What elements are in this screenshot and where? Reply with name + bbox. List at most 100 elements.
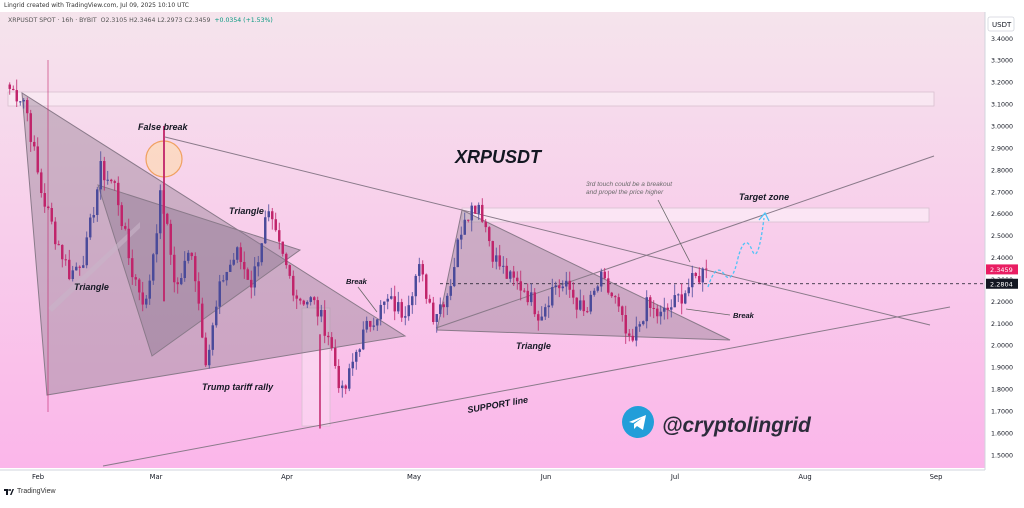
candle-body xyxy=(306,301,309,305)
candle-body xyxy=(260,243,263,263)
candle-body xyxy=(288,265,291,276)
candle-body xyxy=(421,264,424,275)
candle-body xyxy=(274,219,277,231)
candle-body xyxy=(397,302,400,312)
candle-body xyxy=(341,385,344,389)
symbol-name[interactable]: XRPUSDT SPOT · 16h · BYBIT xyxy=(8,17,97,24)
candle-body xyxy=(393,296,396,312)
candle-body xyxy=(155,233,158,255)
support-line xyxy=(102,306,951,467)
candle-body xyxy=(502,265,505,267)
y-tick-label: 1.6000 xyxy=(991,430,1013,437)
label-target-zone: Target zone xyxy=(739,192,789,202)
candle-body xyxy=(649,297,652,308)
y-tick-label: 1.7000 xyxy=(991,409,1013,416)
candle-body xyxy=(197,281,200,304)
candle-body xyxy=(586,311,589,313)
candle-body xyxy=(645,297,648,322)
candle-body xyxy=(320,309,323,317)
candle-body xyxy=(180,278,183,285)
current-price-label: 2.3459 xyxy=(990,266,1013,274)
candle-body xyxy=(369,320,372,327)
candle-body xyxy=(64,259,67,261)
y-tick-label: 2.0000 xyxy=(991,343,1013,350)
target-zone-box xyxy=(461,207,930,223)
candle-body xyxy=(523,290,526,292)
y-tick-label: 2.4000 xyxy=(991,255,1013,262)
candle-body xyxy=(50,208,53,222)
projection-arrowhead xyxy=(758,211,770,222)
candle-body xyxy=(390,296,393,299)
candle-body xyxy=(257,262,260,267)
candle-body xyxy=(351,361,354,369)
candle-body xyxy=(596,286,599,291)
candle-body xyxy=(372,325,375,327)
y-tick-label: 2.6000 xyxy=(991,211,1013,218)
candle-body xyxy=(635,326,638,341)
label-triangle-3: Triangle xyxy=(516,341,551,351)
y-tick-label: 1.5000 xyxy=(991,452,1013,459)
candle-body xyxy=(414,275,417,297)
telegram-plane-icon xyxy=(629,415,646,430)
tradingview-footer[interactable]: TradingView xyxy=(4,488,56,495)
candle-body xyxy=(271,211,274,220)
candle-body xyxy=(26,99,29,114)
ascending-trendline xyxy=(435,155,935,329)
candle-body xyxy=(400,302,403,318)
candle-body xyxy=(148,280,151,299)
candle-body xyxy=(131,258,134,278)
candle-body xyxy=(376,319,379,326)
candle-body xyxy=(449,286,452,296)
candle-body xyxy=(222,280,225,282)
candle-body xyxy=(57,244,60,246)
candle-body xyxy=(628,333,631,336)
triangle-right xyxy=(436,209,731,341)
y-tick-label: 3.3000 xyxy=(991,58,1013,65)
tradingview-logo-icon xyxy=(4,488,14,495)
candle-body xyxy=(663,307,666,312)
candle-body xyxy=(166,213,169,224)
candle-body xyxy=(110,179,113,182)
candle-body xyxy=(281,241,284,254)
candle-body xyxy=(537,314,540,321)
candle-body xyxy=(141,292,144,305)
y-tick-label: 2.8000 xyxy=(991,167,1013,174)
created-by-text: Lingrid created with TradingView.com, Ju… xyxy=(4,2,189,9)
candle-body xyxy=(516,277,519,282)
candle-body xyxy=(43,193,46,207)
candle-body xyxy=(316,300,319,317)
level-price-label: 2.2804 xyxy=(990,280,1013,288)
chart-title: XRPUSDT xyxy=(454,147,543,167)
candle-body xyxy=(477,204,480,214)
x-tick-label: Feb xyxy=(32,473,44,481)
candle-body xyxy=(582,300,585,312)
candle-body xyxy=(530,292,533,303)
candle-body xyxy=(505,265,508,279)
candle-body xyxy=(589,294,592,312)
candle-body xyxy=(85,237,88,266)
candle-body xyxy=(460,234,463,240)
candle-body xyxy=(173,254,176,283)
candle-body xyxy=(621,306,624,316)
candle-body xyxy=(435,314,438,322)
candle-body xyxy=(124,226,127,229)
candle-body xyxy=(236,247,239,260)
level-price-tag xyxy=(986,278,1018,289)
label-triangle-1: Triangle xyxy=(74,282,109,292)
candle-body xyxy=(439,304,442,315)
candle-body xyxy=(691,273,694,288)
candle-body xyxy=(698,276,701,283)
triangle-mid xyxy=(97,184,302,357)
candle-body xyxy=(215,306,218,326)
candle-body xyxy=(607,278,610,293)
candle-body xyxy=(561,286,564,289)
candle-body xyxy=(425,274,428,299)
candle-body xyxy=(544,307,547,317)
candle-body xyxy=(404,316,407,318)
candle-body xyxy=(565,280,568,287)
note-line-1: 3rd touch could be a breakout xyxy=(586,181,673,188)
candle-body xyxy=(103,161,106,181)
candle-body xyxy=(558,285,561,289)
